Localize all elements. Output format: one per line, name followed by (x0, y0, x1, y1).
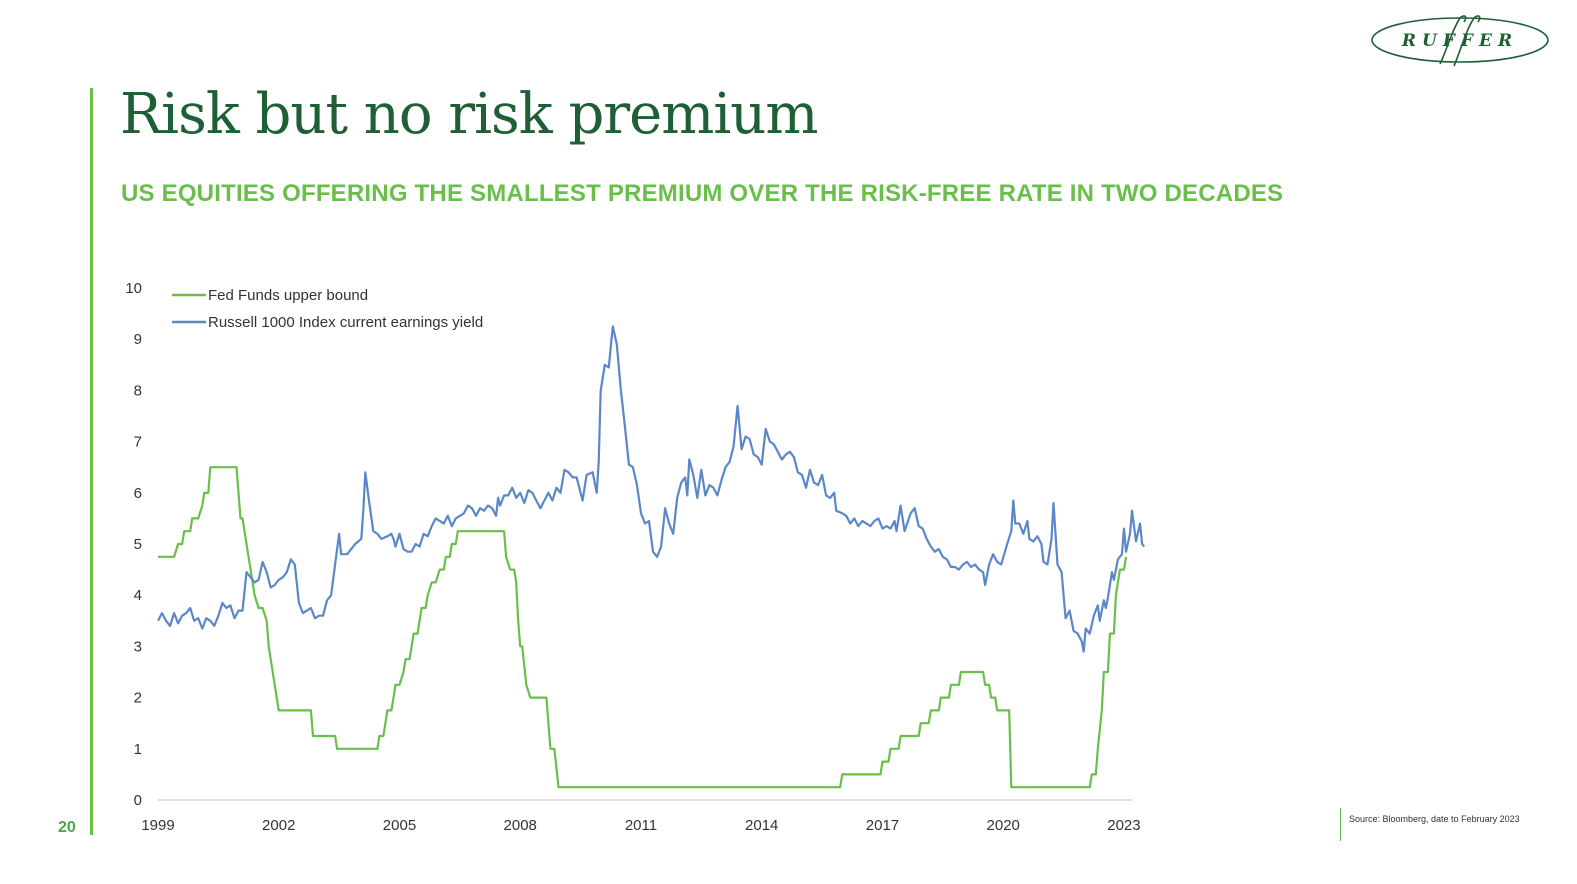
legend: Fed Funds upper bound Russell 1000 Index … (172, 287, 483, 331)
x-tick-label: 2011 (625, 817, 657, 834)
source-note: Source: Bloomberg, date to February 2023 (1349, 814, 1520, 824)
x-tick-label: 2005 (383, 817, 416, 834)
logo-text: RUFFER (1401, 31, 1518, 51)
x-tick-label: 2014 (745, 817, 778, 834)
y-tick-label: 3 (134, 638, 142, 655)
x-tick-label: 2017 (866, 817, 899, 834)
x-tick-label: 2002 (262, 817, 295, 834)
fed-funds-series-line (158, 466, 1128, 789)
legend-label: Russell 1000 Index current earnings yiel… (208, 314, 483, 331)
line-chart: 0 1 2 3 4 5 6 7 8 9 10 1999 2002 2005 2008 2011 2014 201… (125, 280, 1145, 834)
y-tick-label: 10 (125, 280, 142, 297)
x-axis-ticks: 1999 2002 2005 2008 2011 2014 2017 2020 2023 (141, 817, 1140, 834)
left-accent-rule (90, 88, 93, 835)
page-subtitle: US EQUITIES OFFERING THE SMALLEST PREMIU… (121, 180, 1284, 207)
earnings-yield-series-line (157, 325, 1145, 653)
y-tick-label: 8 (134, 382, 142, 399)
y-tick-label: 9 (134, 331, 142, 348)
y-tick-label: 2 (134, 690, 142, 707)
y-axis-ticks: 0 1 2 3 4 5 6 7 8 9 10 (125, 280, 142, 809)
y-tick-label: 0 (134, 792, 142, 809)
x-tick-label: 2008 (504, 817, 537, 834)
x-tick-label: 1999 (141, 817, 174, 834)
page-number: 20 (58, 819, 76, 836)
y-tick-label: 4 (134, 587, 142, 604)
logo-flourish-2 (1453, 15, 1481, 67)
source-rule (1340, 808, 1341, 841)
y-tick-label: 5 (134, 536, 142, 553)
y-tick-label: 7 (134, 434, 142, 451)
y-tick-label: 1 (134, 741, 142, 758)
ruffer-logo: RUFFER (1371, 15, 1549, 67)
logo-flourish (1439, 15, 1467, 65)
legend-label: Fed Funds upper bound (208, 287, 368, 304)
x-tick-label: 2020 (987, 817, 1020, 834)
series-lines (157, 325, 1145, 789)
page-title: Risk but no risk premium (120, 82, 818, 147)
x-tick-label: 2023 (1107, 817, 1140, 834)
y-tick-label: 6 (134, 485, 142, 502)
